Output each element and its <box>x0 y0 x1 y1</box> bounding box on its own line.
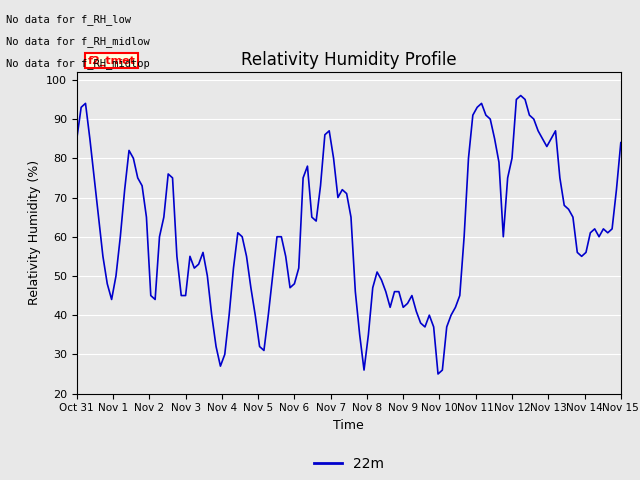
Legend: 22m: 22m <box>308 452 389 477</box>
Text: f2_tmet: f2_tmet <box>88 55 136 66</box>
X-axis label: Time: Time <box>333 419 364 432</box>
Y-axis label: Relativity Humidity (%): Relativity Humidity (%) <box>28 160 40 305</box>
Title: Relativity Humidity Profile: Relativity Humidity Profile <box>241 51 456 69</box>
Text: No data for f_RH_low: No data for f_RH_low <box>6 14 131 25</box>
Text: No data for f_RH_midlow: No data for f_RH_midlow <box>6 36 150 47</box>
Text: No data for f_RH_midtop: No data for f_RH_midtop <box>6 58 150 69</box>
